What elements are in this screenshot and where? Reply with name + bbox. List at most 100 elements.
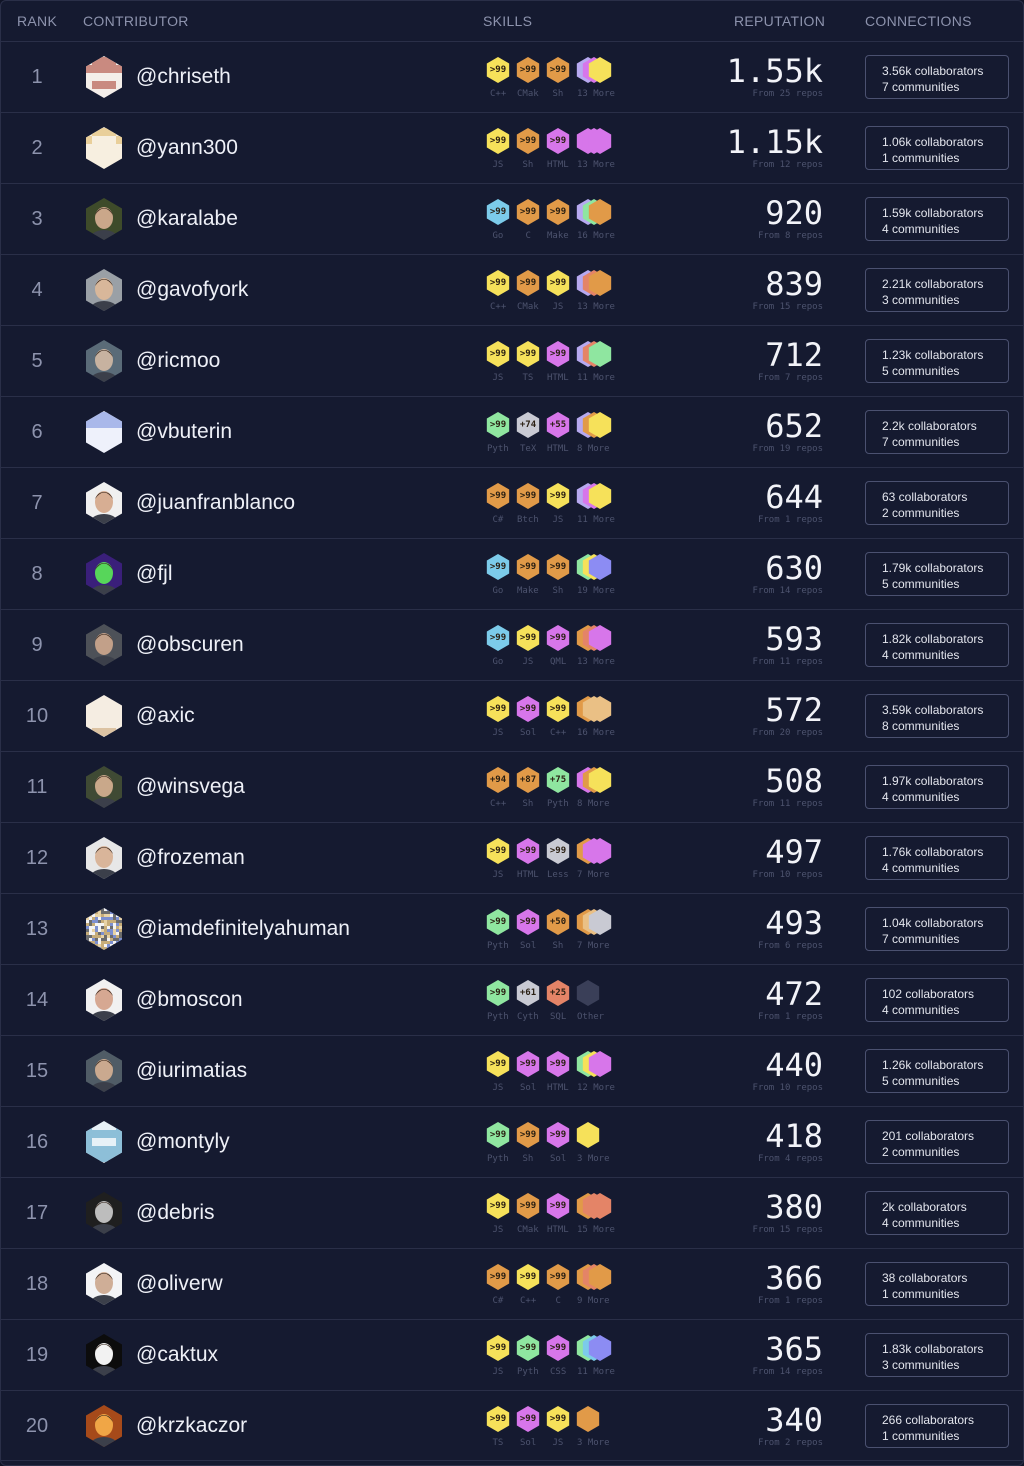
connections-button[interactable]: 266 collaborators 1 communities (865, 1404, 1009, 1448)
contributor-handle[interactable]: @vbuterin (136, 420, 233, 443)
more-skills-stack[interactable] (575, 1051, 617, 1077)
contributor-handle[interactable]: @winsvega (136, 775, 245, 798)
skill-badge[interactable]: >99 (546, 1122, 570, 1148)
more-skills-stack[interactable] (575, 767, 617, 793)
connections-button[interactable]: 63 collaborators 2 communities (865, 481, 1009, 525)
skill-badge[interactable]: +94 (486, 767, 510, 793)
contributor-handle[interactable]: @juanfranblanco (136, 491, 296, 514)
connections-button[interactable]: 1.06k collaborators 1 communities (865, 126, 1009, 170)
more-skills-stack[interactable] (575, 625, 617, 651)
skill-badge[interactable]: >99 (546, 554, 570, 580)
skill-badge[interactable]: >99 (546, 838, 570, 864)
skill-badge[interactable]: >99 (486, 1406, 510, 1432)
skill-badge[interactable]: >99 (516, 128, 540, 154)
contributor-handle[interactable]: @debris (136, 1201, 215, 1224)
more-skills-stack[interactable] (575, 1406, 617, 1432)
skill-badge[interactable]: >99 (546, 1264, 570, 1290)
skill-badge[interactable]: >99 (516, 1193, 540, 1219)
connections-button[interactable]: 38 collaborators 1 communities (865, 1262, 1009, 1306)
more-skills-stack[interactable] (575, 1335, 617, 1361)
skill-badge[interactable]: >99 (486, 554, 510, 580)
connections-button[interactable]: 1.83k collaborators 3 communities (865, 1333, 1009, 1377)
connections-button[interactable]: 1.76k collaborators 4 communities (865, 836, 1009, 880)
connections-button[interactable]: 1.04k collaborators 7 communities (865, 907, 1009, 951)
skill-badge[interactable]: >99 (546, 1406, 570, 1432)
connections-button[interactable]: 3.56k collaborators 7 communities (865, 55, 1009, 99)
skill-badge[interactable]: >99 (516, 270, 540, 296)
connections-button[interactable]: 2k collaborators 4 communities (865, 1191, 1009, 1235)
contributor-handle[interactable]: @oliverw (136, 1272, 223, 1295)
skill-badge[interactable]: >99 (486, 838, 510, 864)
connections-button[interactable]: 201 collaborators 2 communities (865, 1120, 1009, 1164)
skill-badge[interactable]: >99 (516, 57, 540, 83)
skill-badge[interactable]: >99 (546, 1051, 570, 1077)
more-skills-stack[interactable] (575, 57, 617, 83)
connections-button[interactable]: 2.2k collaborators 7 communities (865, 410, 1009, 454)
contributor-handle[interactable]: @axic (136, 704, 195, 727)
skill-badge[interactable]: >99 (516, 341, 540, 367)
skill-badge[interactable]: >99 (486, 1335, 510, 1361)
skill-badge[interactable]: +61 (516, 980, 540, 1006)
contributor-handle[interactable]: @fjl (136, 562, 173, 585)
more-skills-stack[interactable] (575, 128, 617, 154)
more-skills-stack[interactable] (575, 1193, 617, 1219)
skill-badge[interactable]: >99 (546, 625, 570, 651)
connections-button[interactable]: 1.59k collaborators 4 communities (865, 197, 1009, 241)
skill-badge[interactable]: >99 (486, 483, 510, 509)
contributor-handle[interactable]: @chriseth (136, 65, 231, 88)
connections-button[interactable]: 2.21k collaborators 3 communities (865, 268, 1009, 312)
skill-badge[interactable]: >99 (516, 1335, 540, 1361)
skill-badge[interactable]: >99 (486, 199, 510, 225)
skill-badge[interactable]: >99 (486, 1122, 510, 1148)
contributor-handle[interactable]: @krzkaczor (136, 1414, 248, 1437)
skill-badge[interactable]: >99 (516, 1051, 540, 1077)
skill-badge[interactable]: >99 (486, 696, 510, 722)
skill-badge[interactable]: >99 (546, 483, 570, 509)
skill-badge[interactable]: >99 (516, 199, 540, 225)
skill-badge[interactable]: >99 (486, 270, 510, 296)
skill-badge[interactable]: >99 (486, 128, 510, 154)
more-skills-stack[interactable] (575, 483, 617, 509)
skill-badge[interactable]: >99 (546, 341, 570, 367)
more-skills-stack[interactable] (575, 838, 617, 864)
skill-badge[interactable]: >99 (516, 1122, 540, 1148)
connections-button[interactable]: 1.26k collaborators 5 communities (865, 1049, 1009, 1093)
skill-badge[interactable]: >99 (486, 980, 510, 1006)
more-skills-stack[interactable] (575, 412, 617, 438)
contributor-handle[interactable]: @bmoscon (136, 988, 243, 1011)
skill-badge[interactable]: +25 (546, 980, 570, 1006)
more-skills-stack[interactable] (575, 1264, 617, 1290)
connections-button[interactable]: 3.59k collaborators 8 communities (865, 694, 1009, 738)
more-skills-stack[interactable] (575, 199, 617, 225)
skill-badge[interactable]: >99 (486, 909, 510, 935)
connections-button[interactable]: 1.82k collaborators 4 communities (865, 623, 1009, 667)
skill-badge[interactable]: >99 (546, 1193, 570, 1219)
skill-badge[interactable]: >99 (546, 128, 570, 154)
skill-badge[interactable]: +75 (546, 767, 570, 793)
more-skills-stack[interactable]: >99 (575, 980, 617, 1006)
skill-badge[interactable]: >99 (486, 1051, 510, 1077)
skill-badge[interactable]: +55 (546, 412, 570, 438)
skill-badge[interactable]: >99 (486, 1264, 510, 1290)
skill-badge[interactable]: +74 (516, 412, 540, 438)
more-skills-stack[interactable] (575, 341, 617, 367)
connections-button[interactable]: 1.23k collaborators 5 communities (865, 339, 1009, 383)
contributor-handle[interactable]: @frozeman (136, 846, 245, 869)
contributor-handle[interactable]: @caktux (136, 1343, 219, 1366)
skill-badge[interactable]: >99 (486, 341, 510, 367)
contributor-handle[interactable]: @montyly (136, 1130, 230, 1153)
skill-badge[interactable]: +87 (516, 767, 540, 793)
skill-badge[interactable]: >99 (516, 625, 540, 651)
contributor-handle[interactable]: @obscuren (136, 633, 244, 656)
contributor-handle[interactable]: @karalabe (136, 207, 238, 230)
skill-badge[interactable]: >99 (516, 1406, 540, 1432)
contributor-handle[interactable]: @yann300 (136, 136, 238, 159)
skill-badge[interactable]: >99 (486, 1193, 510, 1219)
skill-badge[interactable]: >99 (516, 1264, 540, 1290)
more-skills-stack[interactable] (575, 554, 617, 580)
skill-badge[interactable]: >99 (486, 57, 510, 83)
connections-button[interactable]: 1.79k collaborators 5 communities (865, 552, 1009, 596)
skill-badge[interactable]: >99 (516, 696, 540, 722)
skill-badge[interactable]: >99 (486, 412, 510, 438)
connections-button[interactable]: 102 collaborators 4 communities (865, 978, 1009, 1022)
